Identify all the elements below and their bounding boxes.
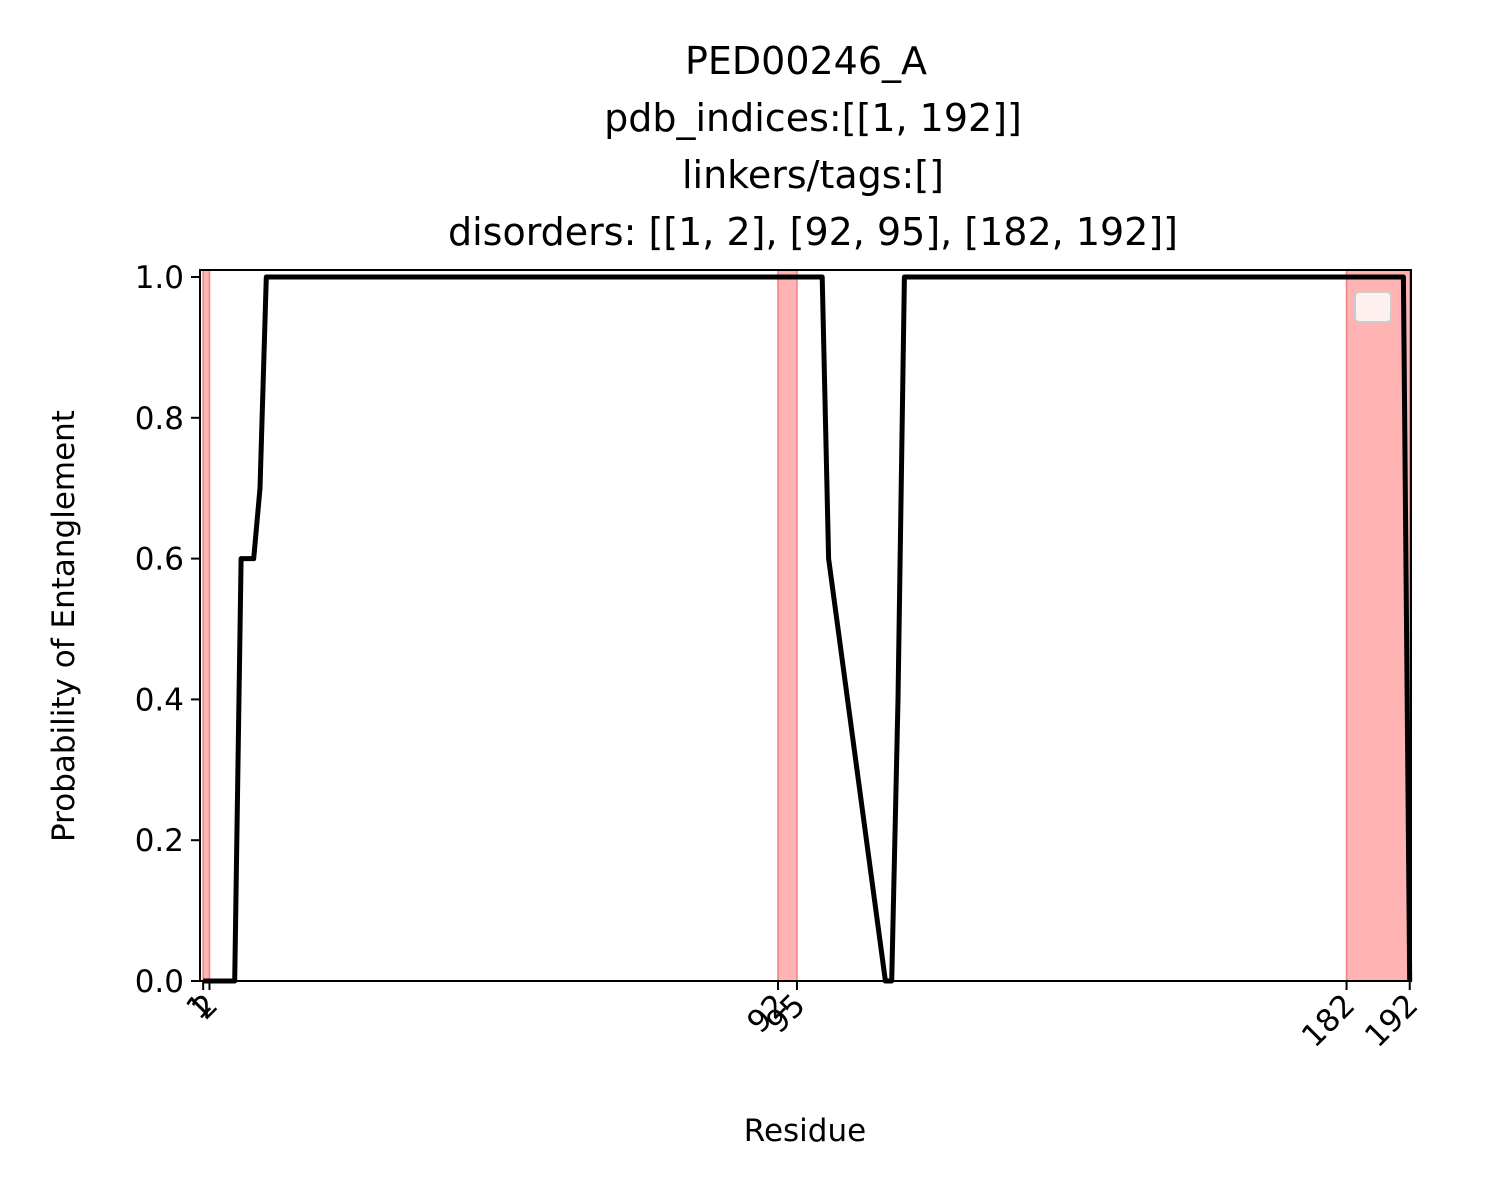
title-line-2: pdb_indices:[[1, 192]]	[604, 96, 1022, 140]
y-tick-label-0.0: 0.0	[135, 964, 184, 1000]
title-line-4: disorders: [[1, 2], [92, 95], [182, 192]…	[448, 210, 1178, 254]
chart-title: PED00246_A pdb_indices:[[1, 192]] linker…	[448, 39, 1178, 254]
disorder-region-3	[1345, 269, 1411, 982]
title-line-3: linkers/tags:[]	[682, 153, 944, 197]
y-axis-label: Probability of Entanglement	[46, 410, 82, 842]
legend-box	[1354, 291, 1392, 323]
plot-frame	[199, 269, 1412, 982]
x-tick-label-192: 192	[1358, 987, 1425, 1054]
x-tick-label-182: 182	[1295, 987, 1362, 1054]
series-layer	[203, 274, 1413, 984]
disorder-region-1	[202, 269, 211, 982]
title-line-1: PED00246_A	[685, 39, 927, 83]
y-tick-label-0.4: 0.4	[135, 682, 184, 718]
y-tick-label-0.8: 0.8	[135, 401, 184, 437]
legend	[1354, 291, 1392, 323]
y-tick-label-1.0: 1.0	[135, 260, 184, 296]
series-line-1	[203, 274, 1413, 984]
disorder-region-2	[777, 269, 798, 982]
x-axis-label: Residue	[744, 1113, 866, 1149]
y-tick-label-0.6: 0.6	[135, 542, 184, 578]
y-tick-label-0.2: 0.2	[135, 823, 184, 859]
disorder-regions	[202, 269, 1411, 982]
y-axis: 0.0 0.2 0.4 0.6 0.8 1.0	[135, 260, 200, 1000]
